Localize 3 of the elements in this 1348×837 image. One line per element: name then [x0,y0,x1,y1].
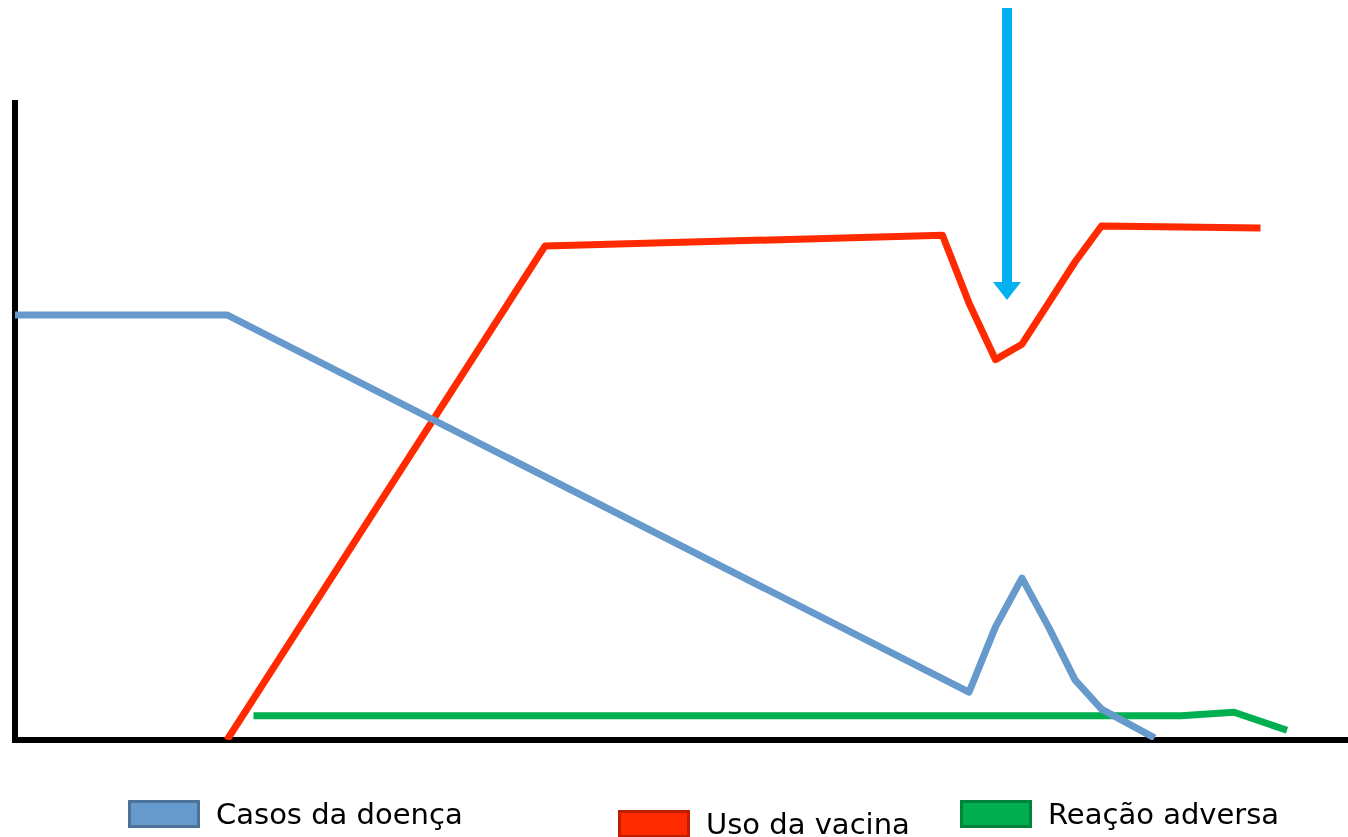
legend-label: Reação adversa [1048,797,1280,831]
legend-label: Casos da doença [216,797,463,831]
legend-label: Uso da vacina [706,807,910,837]
